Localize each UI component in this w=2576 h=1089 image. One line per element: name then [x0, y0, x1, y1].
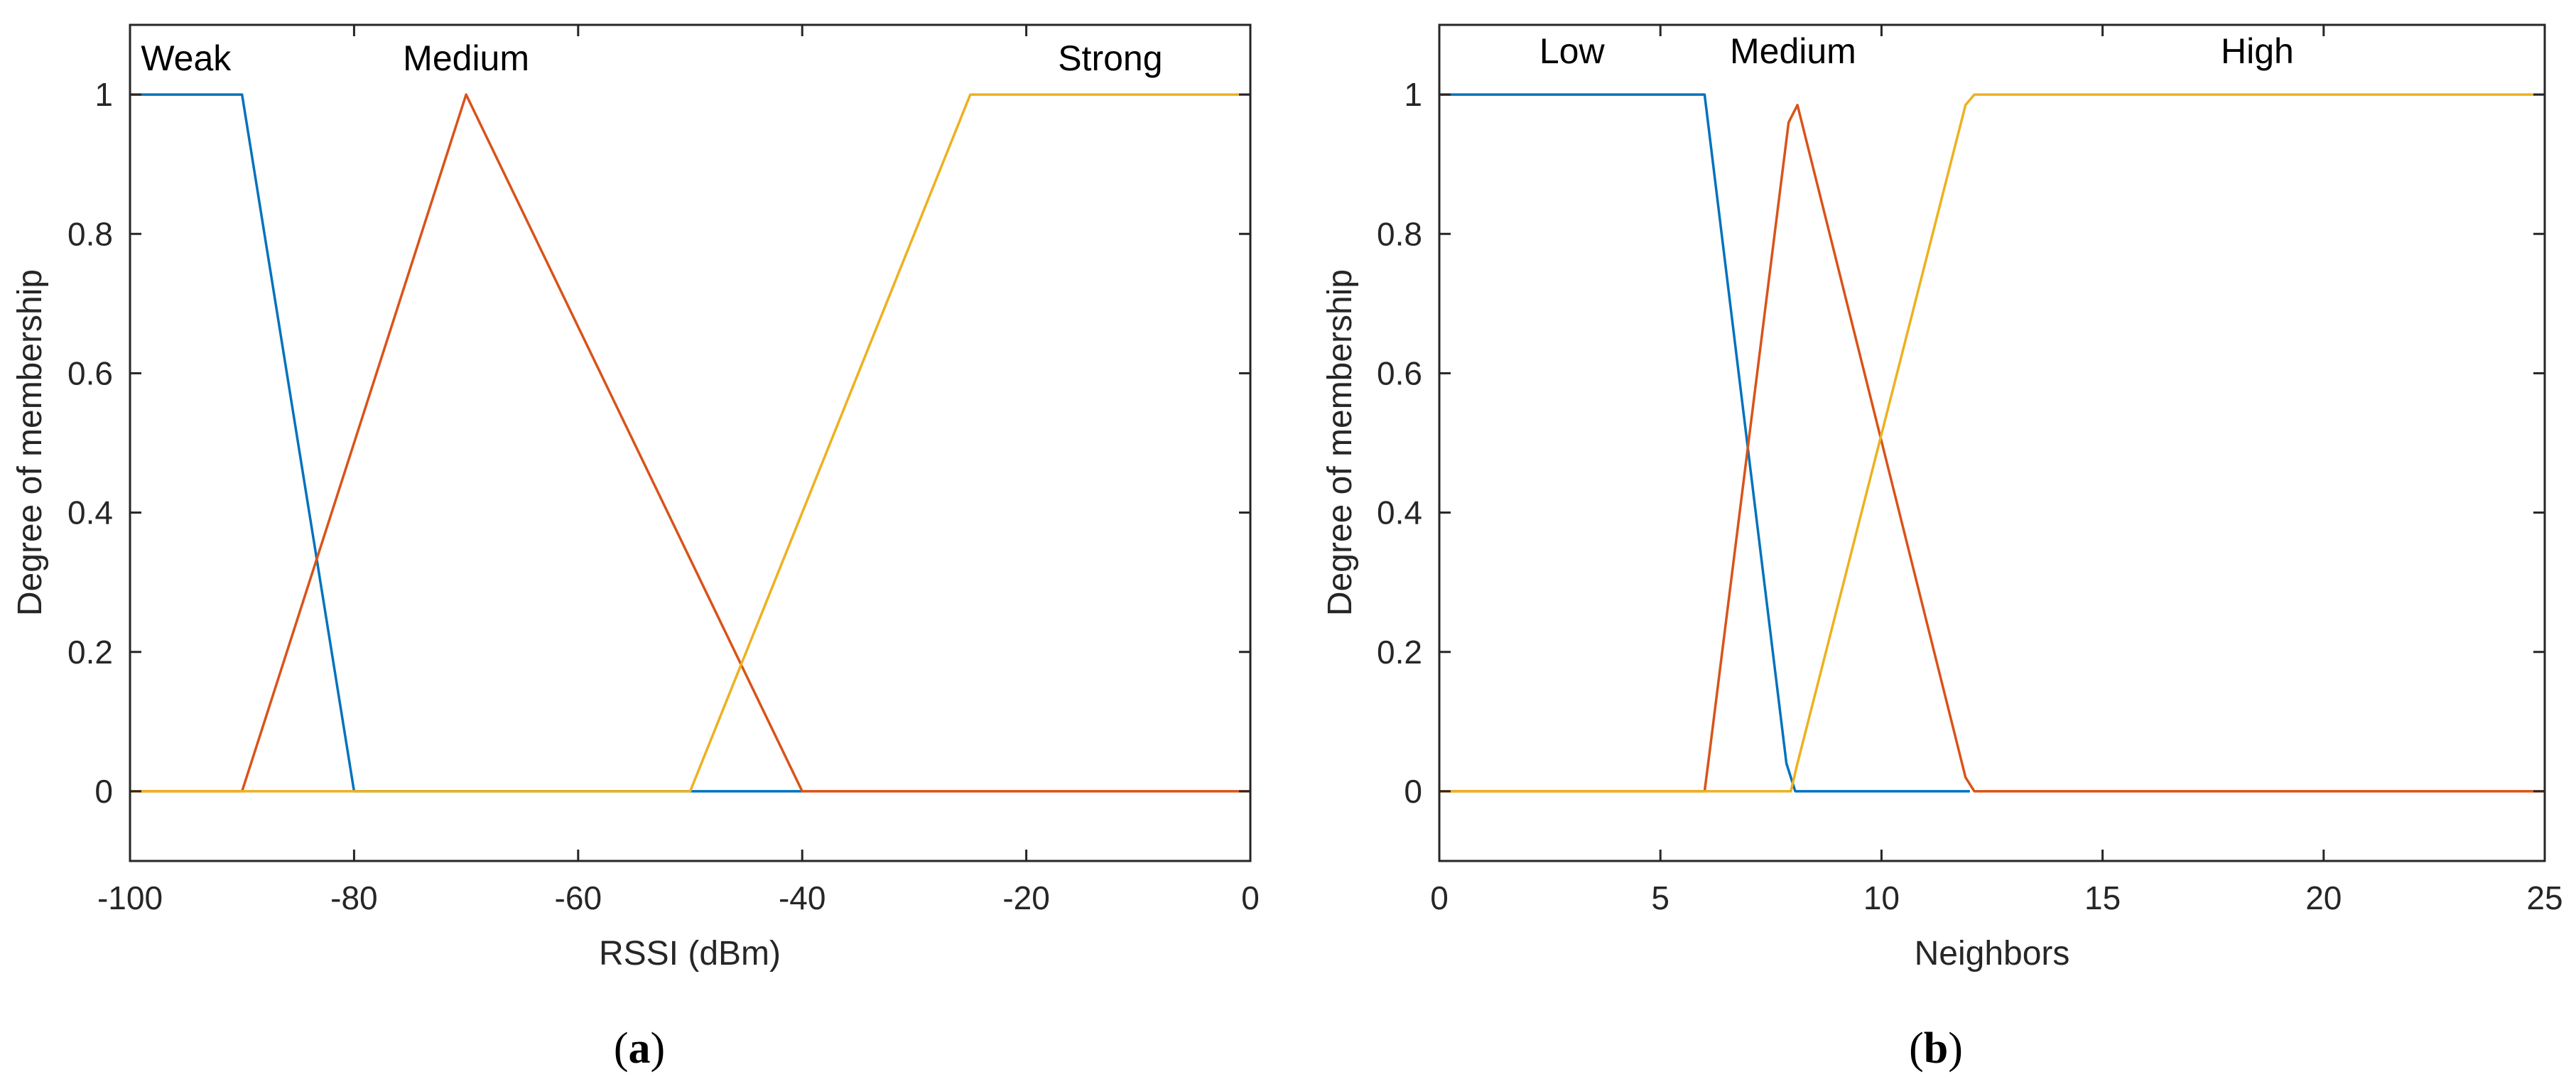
x-tick-label: -100	[97, 879, 163, 916]
y-tick-label: 0.2	[1377, 634, 1422, 671]
y-tick-label: 1	[94, 76, 113, 113]
series-line-high	[1439, 93, 2545, 793]
caption-a: (a)	[614, 1024, 665, 1073]
y-tick-label: 1	[1404, 76, 1422, 113]
y-tick-label: 0.4	[67, 494, 113, 531]
mf-label-strong: Strong	[1058, 38, 1162, 78]
x-axis-label: RSSI (dBm)	[599, 935, 781, 972]
plot-area-frame	[1438, 23, 2546, 862]
x-tick-label: -40	[779, 879, 826, 916]
series-layer	[130, 93, 1250, 793]
ticks-layer: -100 -80 -60 -40 -20 0 0 0.2 0.4 0.6 0.8 1	[67, 25, 1260, 916]
y-tick-label: 0.8	[1377, 215, 1422, 252]
x-tick-label: 0	[1241, 879, 1260, 916]
ticks-layer: 0 5 10 15 20 25 0 0.2 0.4 0.6 0.8 1	[1377, 25, 2563, 916]
y-tick-label: 0.6	[67, 354, 113, 391]
series-line-weak	[130, 93, 803, 793]
x-tick-label: 15	[2084, 879, 2121, 916]
mf-labels-layer: Low Medium High	[1539, 31, 2294, 71]
x-tick-label: 20	[2305, 879, 2342, 916]
y-axis-label: Degree of membership	[1321, 269, 1359, 616]
mf-label-low: Low	[1539, 31, 1606, 71]
mf-label-medium: Medium	[403, 38, 529, 78]
x-tick-label: 0	[1430, 879, 1449, 916]
x-tick-label: 5	[1651, 879, 1669, 916]
panel-b: 0 5 10 15 20 25 0 0.2 0.4 0.6 0.8 1 Low Medium High N…	[1321, 23, 2563, 1073]
y-tick-label: 0	[1404, 773, 1422, 810]
y-tick-label: 0.6	[1377, 354, 1422, 391]
y-tick-label: 0.8	[67, 215, 113, 252]
mf-label-high: High	[2221, 31, 2294, 71]
x-tick-label: -80	[330, 879, 377, 916]
x-tick-label: 10	[1863, 879, 1900, 916]
plot-area-frame	[129, 23, 1252, 862]
y-tick-label: 0.2	[67, 634, 113, 671]
x-tick-label: -60	[555, 879, 602, 916]
x-axis-label: Neighbors	[1915, 935, 2070, 972]
mf-labels-layer: Weak Medium Strong	[141, 38, 1162, 78]
panel-a: -100 -80 -60 -40 -20 0 0 0.2 0.4 0.6 0.8 1 Weak Medi…	[11, 23, 1260, 1073]
series-line-strong	[130, 93, 1250, 793]
series-line-low	[1439, 93, 1970, 793]
x-tick-label: -20	[1002, 879, 1049, 916]
series-line-medium	[1439, 104, 2545, 793]
caption-b: (b)	[1909, 1024, 1963, 1073]
y-tick-label: 0.4	[1377, 494, 1422, 531]
mf-label-weak: Weak	[141, 38, 232, 78]
y-tick-label: 0	[94, 773, 113, 810]
y-axis-label: Degree of membership	[11, 269, 49, 616]
series-layer	[1439, 93, 2545, 793]
x-tick-label: 25	[2526, 879, 2563, 916]
mf-label-medium: Medium	[1730, 31, 1856, 71]
